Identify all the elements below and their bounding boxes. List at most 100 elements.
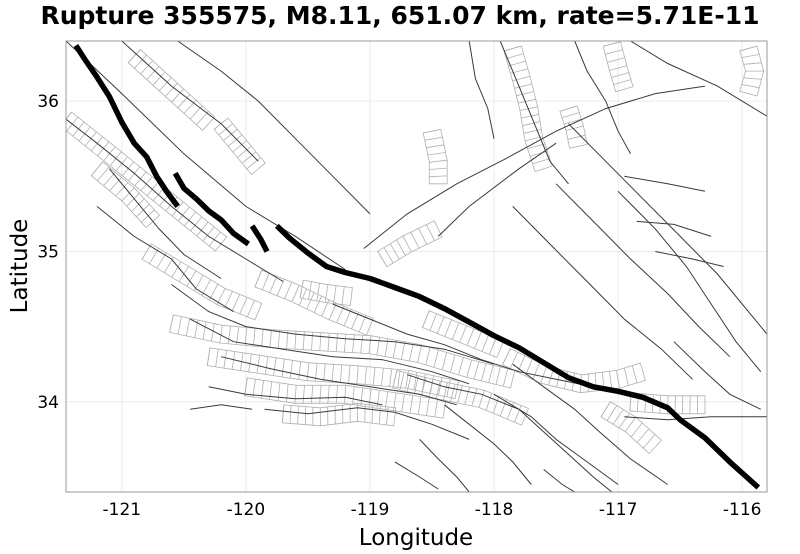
patch-divider xyxy=(211,323,215,342)
patch-divider xyxy=(422,310,430,328)
patch-divider xyxy=(321,299,330,317)
patch-divider xyxy=(319,332,322,351)
fault-trace xyxy=(568,123,767,335)
patch-divider xyxy=(466,328,475,346)
fault-trace xyxy=(673,341,762,410)
patch-divider xyxy=(196,111,209,125)
fault-patch-strip xyxy=(739,45,765,97)
patch-divider xyxy=(392,370,398,389)
patch-divider xyxy=(121,187,135,202)
patch-divider xyxy=(311,385,314,404)
patch-divider xyxy=(103,171,116,187)
patch-divider xyxy=(276,279,285,296)
patch-divider xyxy=(485,393,493,411)
patch-divider xyxy=(426,224,435,241)
patch-divider xyxy=(297,405,299,425)
fault-trace xyxy=(624,175,706,192)
fault-trace xyxy=(66,41,346,270)
patch-divider xyxy=(196,221,209,237)
fault-trace xyxy=(468,41,495,139)
patch-divider xyxy=(169,314,174,333)
patch-divider xyxy=(605,49,623,55)
fault-trace xyxy=(419,439,470,492)
fault-trace xyxy=(177,41,371,215)
patch-divider xyxy=(450,384,456,402)
fault-patch-strip xyxy=(127,48,216,131)
patch-divider xyxy=(402,235,412,253)
patch-divider xyxy=(177,206,190,222)
patch-divider xyxy=(351,312,359,330)
patch-divider xyxy=(389,368,393,387)
patch-divider xyxy=(631,365,638,384)
patch-divider xyxy=(115,182,129,197)
patch-divider xyxy=(377,251,388,267)
patch-outline xyxy=(127,48,216,131)
x-tick-label: -118 xyxy=(475,500,514,520)
gridlines xyxy=(66,41,767,492)
patch-divider xyxy=(281,359,285,377)
patch-divider xyxy=(406,373,412,392)
patch-divider xyxy=(532,362,540,380)
fault-patch-strip xyxy=(141,243,263,321)
patch-divider xyxy=(433,349,439,368)
patch-divider xyxy=(360,335,364,354)
patch-divider xyxy=(356,365,359,384)
patch-divider xyxy=(316,283,321,301)
patch-divider xyxy=(247,300,255,318)
patch-divider xyxy=(131,198,145,212)
patch-divider xyxy=(409,395,414,414)
patch-divider xyxy=(171,261,182,278)
patch-divider xyxy=(495,366,501,385)
x-tick-label: -120 xyxy=(227,500,266,520)
fault-trace xyxy=(220,356,457,406)
patch-divider xyxy=(298,361,302,380)
patch-divider xyxy=(165,82,178,97)
patch-divider xyxy=(425,347,431,365)
patch-divider xyxy=(335,333,338,352)
patch-divider xyxy=(509,351,519,369)
patch-divider xyxy=(438,377,443,396)
fault-patch-strip xyxy=(254,269,374,336)
patch-divider xyxy=(458,357,464,376)
patch-divider xyxy=(434,399,438,418)
patch-divider xyxy=(306,292,315,310)
patch-divider xyxy=(261,328,264,347)
fault-trace xyxy=(512,206,693,380)
patch-divider xyxy=(743,62,762,65)
patch-divider xyxy=(324,284,329,303)
patch-divider xyxy=(429,175,448,178)
plot-frame xyxy=(65,40,768,493)
fault-trace xyxy=(190,404,253,410)
patch-divider xyxy=(284,282,293,299)
patch-divider xyxy=(206,347,211,366)
fault-patch-strip xyxy=(421,310,505,359)
patch-divider xyxy=(323,363,326,382)
patch-divider xyxy=(474,331,482,349)
patch-divider xyxy=(273,357,277,376)
patch-divider xyxy=(252,379,256,397)
patch-divider xyxy=(158,77,172,92)
patch-divider xyxy=(522,121,541,127)
patch-divider xyxy=(244,327,248,346)
map-area xyxy=(66,41,767,492)
fault-patch-strip xyxy=(602,41,634,93)
patch-divider xyxy=(109,177,122,192)
patch-divider xyxy=(171,201,184,217)
patch-outline xyxy=(503,45,553,173)
fault-patch-strip xyxy=(559,105,588,149)
patch-divider xyxy=(91,136,103,152)
x-tick-label: -121 xyxy=(103,500,142,520)
patch-divider xyxy=(499,399,507,417)
patch-divider xyxy=(146,66,160,80)
patch-divider xyxy=(529,150,548,157)
patch-divider xyxy=(427,152,446,156)
patch-divider xyxy=(236,326,240,345)
fault-patch-strip xyxy=(244,377,447,419)
patch-divider xyxy=(231,351,236,370)
patch-divider xyxy=(418,228,428,245)
patch-divider xyxy=(459,325,467,343)
patch-divider xyxy=(381,368,384,386)
patch-divider xyxy=(319,385,322,404)
patch-divider xyxy=(444,319,452,337)
